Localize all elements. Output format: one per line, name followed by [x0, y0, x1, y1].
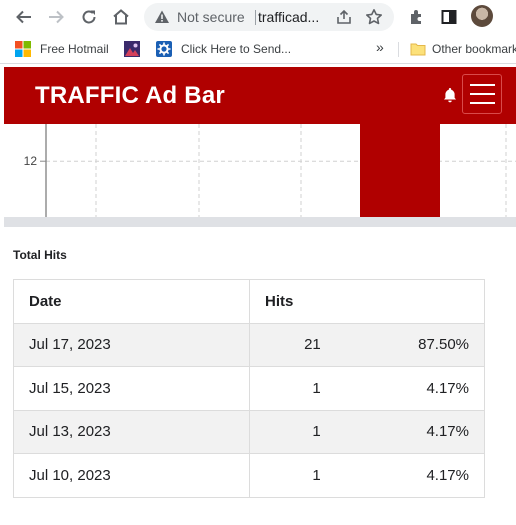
table-row: Jul 17, 2023 21 87.50% [13, 322, 485, 367]
bookmark-image[interactable] [124, 41, 140, 57]
omnibox-separator [255, 10, 256, 25]
bookmark-free-hotmail[interactable]: Free Hotmail [15, 41, 109, 57]
table-row: Jul 15, 2023 1 4.17% [13, 366, 485, 411]
cell-percent: 4.17% [335, 409, 485, 454]
chart-canvas: 12 [24, 124, 516, 217]
cell-hits: 1 [248, 453, 336, 498]
menu-toggle-button[interactable] [462, 74, 502, 114]
bookmark-other-bookmarks[interactable]: Other bookmarks [410, 41, 516, 57]
bookmark-label: Free Hotmail [40, 42, 109, 56]
forward-arrow-icon[interactable] [44, 5, 68, 29]
cell-percent: 4.17% [335, 366, 485, 411]
gear-favicon-icon [156, 41, 172, 57]
browser-toolbar: Not secure trafficad... [0, 0, 516, 34]
hits-table: Date Hits Jul 17, 2023 21 87.50% Jul 15,… [13, 279, 485, 498]
cell-date: Jul 10, 2023 [13, 453, 250, 498]
chart-bottom-edge [4, 217, 516, 227]
cell-date: Jul 13, 2023 [13, 409, 250, 454]
table-row: Jul 10, 2023 1 4.17% [13, 453, 485, 498]
side-panel-icon[interactable] [437, 5, 461, 29]
profile-avatar[interactable] [471, 5, 493, 27]
chart-y-tick-label: 12 [24, 154, 38, 168]
home-icon[interactable] [109, 5, 133, 29]
cell-hits: 1 [248, 409, 336, 454]
site-header: TRAFFIC Ad Bar [4, 67, 516, 124]
bookmark-label: Other bookmarks [432, 42, 516, 56]
cell-percent: 4.17% [335, 453, 485, 498]
table-header-row: Date Hits [13, 279, 485, 324]
cell-date: Jul 15, 2023 [13, 366, 250, 411]
bookmarks-divider [398, 42, 399, 57]
cell-percent: 87.50% [335, 322, 485, 367]
bookmark-label: Click Here to Send... [181, 42, 292, 56]
brand-title[interactable]: TRAFFIC Ad Bar [35, 82, 225, 109]
bookmark-star-icon[interactable] [365, 8, 383, 31]
windows-logo-icon [15, 41, 31, 57]
card-title: Total Hits [13, 248, 67, 262]
share-icon[interactable] [335, 8, 353, 31]
url-text[interactable]: trafficad... [258, 9, 320, 25]
column-header-hits[interactable]: Hits [249, 279, 485, 324]
cell-hits: 21 [248, 322, 336, 367]
table-row: Jul 13, 2023 1 4.17% [13, 409, 485, 454]
bookmark-click-here[interactable]: Click Here to Send... [156, 41, 291, 57]
chart-bar [360, 124, 440, 217]
menu-bar [469, 93, 495, 95]
overflow-chevron-icon: » [376, 39, 384, 55]
bookmarks-bar: Free Hotmail Click Here to Send... » Oth… [0, 34, 516, 64]
back-arrow-icon[interactable] [12, 5, 36, 29]
menu-bar [469, 102, 495, 104]
bookmarks-overflow-button[interactable]: » [376, 39, 384, 55]
total-hits-card: Total Hits Date Hits Jul 17, 2023 21 87.… [4, 227, 516, 525]
security-label[interactable]: Not secure [177, 9, 245, 25]
cell-hits: 1 [248, 366, 336, 411]
reload-icon[interactable] [77, 5, 101, 29]
image-favicon-icon [124, 41, 140, 57]
folder-icon [410, 41, 426, 57]
hits-chart: 12 [4, 124, 516, 227]
column-header-date[interactable]: Date [13, 279, 250, 324]
extensions-icon[interactable] [405, 5, 429, 29]
bell-icon[interactable] [441, 86, 459, 109]
cell-date: Jul 17, 2023 [13, 322, 250, 367]
warning-icon[interactable] [154, 9, 170, 30]
menu-bar [469, 84, 495, 86]
address-bar[interactable]: Not secure trafficad... [144, 3, 394, 31]
